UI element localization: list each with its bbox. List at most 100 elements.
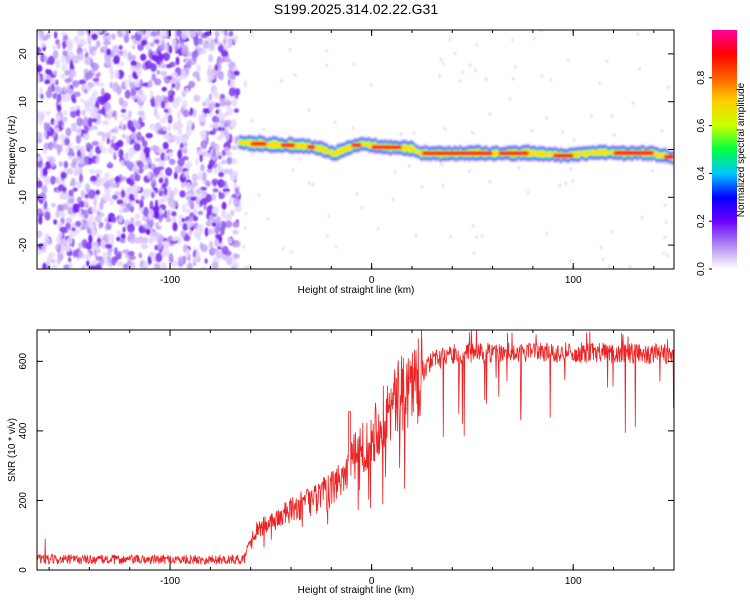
noise-blob [109,197,114,206]
noise-blob [199,199,203,207]
noise-blob [138,252,143,259]
noise-blob [64,78,72,83]
noise-blob [95,40,101,48]
noise-blob [93,249,98,258]
noise-blob [45,68,50,75]
noise-speck [530,128,534,133]
noise-blob [37,64,43,73]
noise-blob [67,88,75,96]
spectrogram-xlabel: Height of straight line (km) [298,285,415,296]
noise-speck [266,216,270,221]
noise-blob [229,172,238,182]
noise-blob [58,161,63,167]
snr-xtick-label: 100 [565,576,582,587]
noise-blob [210,89,217,94]
noise-blob [67,198,75,204]
noise-blob [59,193,66,200]
noise-blob [137,88,144,96]
noise-blob [67,147,74,155]
noise-blob [37,117,44,125]
noise-blob [215,250,223,259]
noise-blob [157,239,163,250]
noise-blob [192,71,200,78]
noise-blob [149,123,156,131]
noise-blob [165,217,171,223]
noise-blob [151,191,155,199]
noise-blob [75,109,81,117]
noise-blob [89,215,94,222]
noise-blob [204,258,208,264]
noise-blob [88,169,96,174]
noise-blob [232,221,240,228]
noise-blob [220,30,225,34]
noise-blob [111,33,116,40]
noise-speck [564,181,568,186]
noise-blob [221,201,227,210]
noise-blob [177,214,183,220]
noise-blob [107,218,112,223]
noise-blob [162,141,169,150]
noise-blob [228,30,234,37]
noise-blob [226,256,233,266]
noise-blob [160,30,168,37]
noise-blob [90,148,94,155]
noise-blob [127,51,132,62]
noise-blob [63,85,67,94]
noise-speck [351,126,355,131]
noise-blob [206,36,212,42]
noise-blob [200,140,208,150]
noise-blob [113,81,118,88]
noise-blob [163,96,170,104]
noise-blob [133,143,141,152]
noise-speck [545,231,549,236]
noise-speck [517,165,521,170]
noise-blob [106,192,110,197]
noise-blob [208,130,216,135]
noise-blob [168,253,174,264]
noise-speck [566,58,570,63]
noise-blob [71,227,76,232]
noise-blob [83,209,89,219]
noise-blob [144,224,151,230]
spectrogram-ytick-label: 20 [18,48,29,60]
noise-blob [103,40,112,45]
snr-series-line [37,330,674,566]
noise-speck [439,57,443,62]
ridge-peak-segment [371,145,402,150]
colorbar-tick-label: 0.4 [696,166,707,180]
noise-blob [228,238,233,244]
noise-blob [191,173,199,182]
noise-blob [122,207,130,213]
noise-speck [631,101,635,106]
noise-blob [155,252,163,263]
noise-blob [150,98,155,104]
noise-blob [223,128,229,137]
noise-blob [91,46,98,51]
noise-blob [162,52,171,61]
noise-blob [213,122,219,129]
noise-blob [111,183,117,189]
noise-speck [288,47,292,52]
noise-blob [171,236,177,242]
ridge-peak-segment [613,150,654,156]
noise-blob [92,77,100,82]
noise-blob [86,260,90,267]
noise-blob [82,132,90,139]
noise-blob [134,173,141,182]
noise-blob [200,244,208,253]
noise-blob [127,250,135,257]
noise-blob [75,134,82,144]
noise-blob [127,161,134,172]
noise-blob [233,108,239,113]
noise-blob [111,128,116,134]
noise-blob [65,147,69,154]
noise-speck [488,179,492,184]
noise-blob [195,198,200,205]
noise-blob [217,155,223,160]
noise-speck [471,130,474,135]
noise-blob [120,113,126,118]
noise-blob [208,214,214,221]
noise-blob [224,95,229,103]
noise-blob [151,231,159,236]
